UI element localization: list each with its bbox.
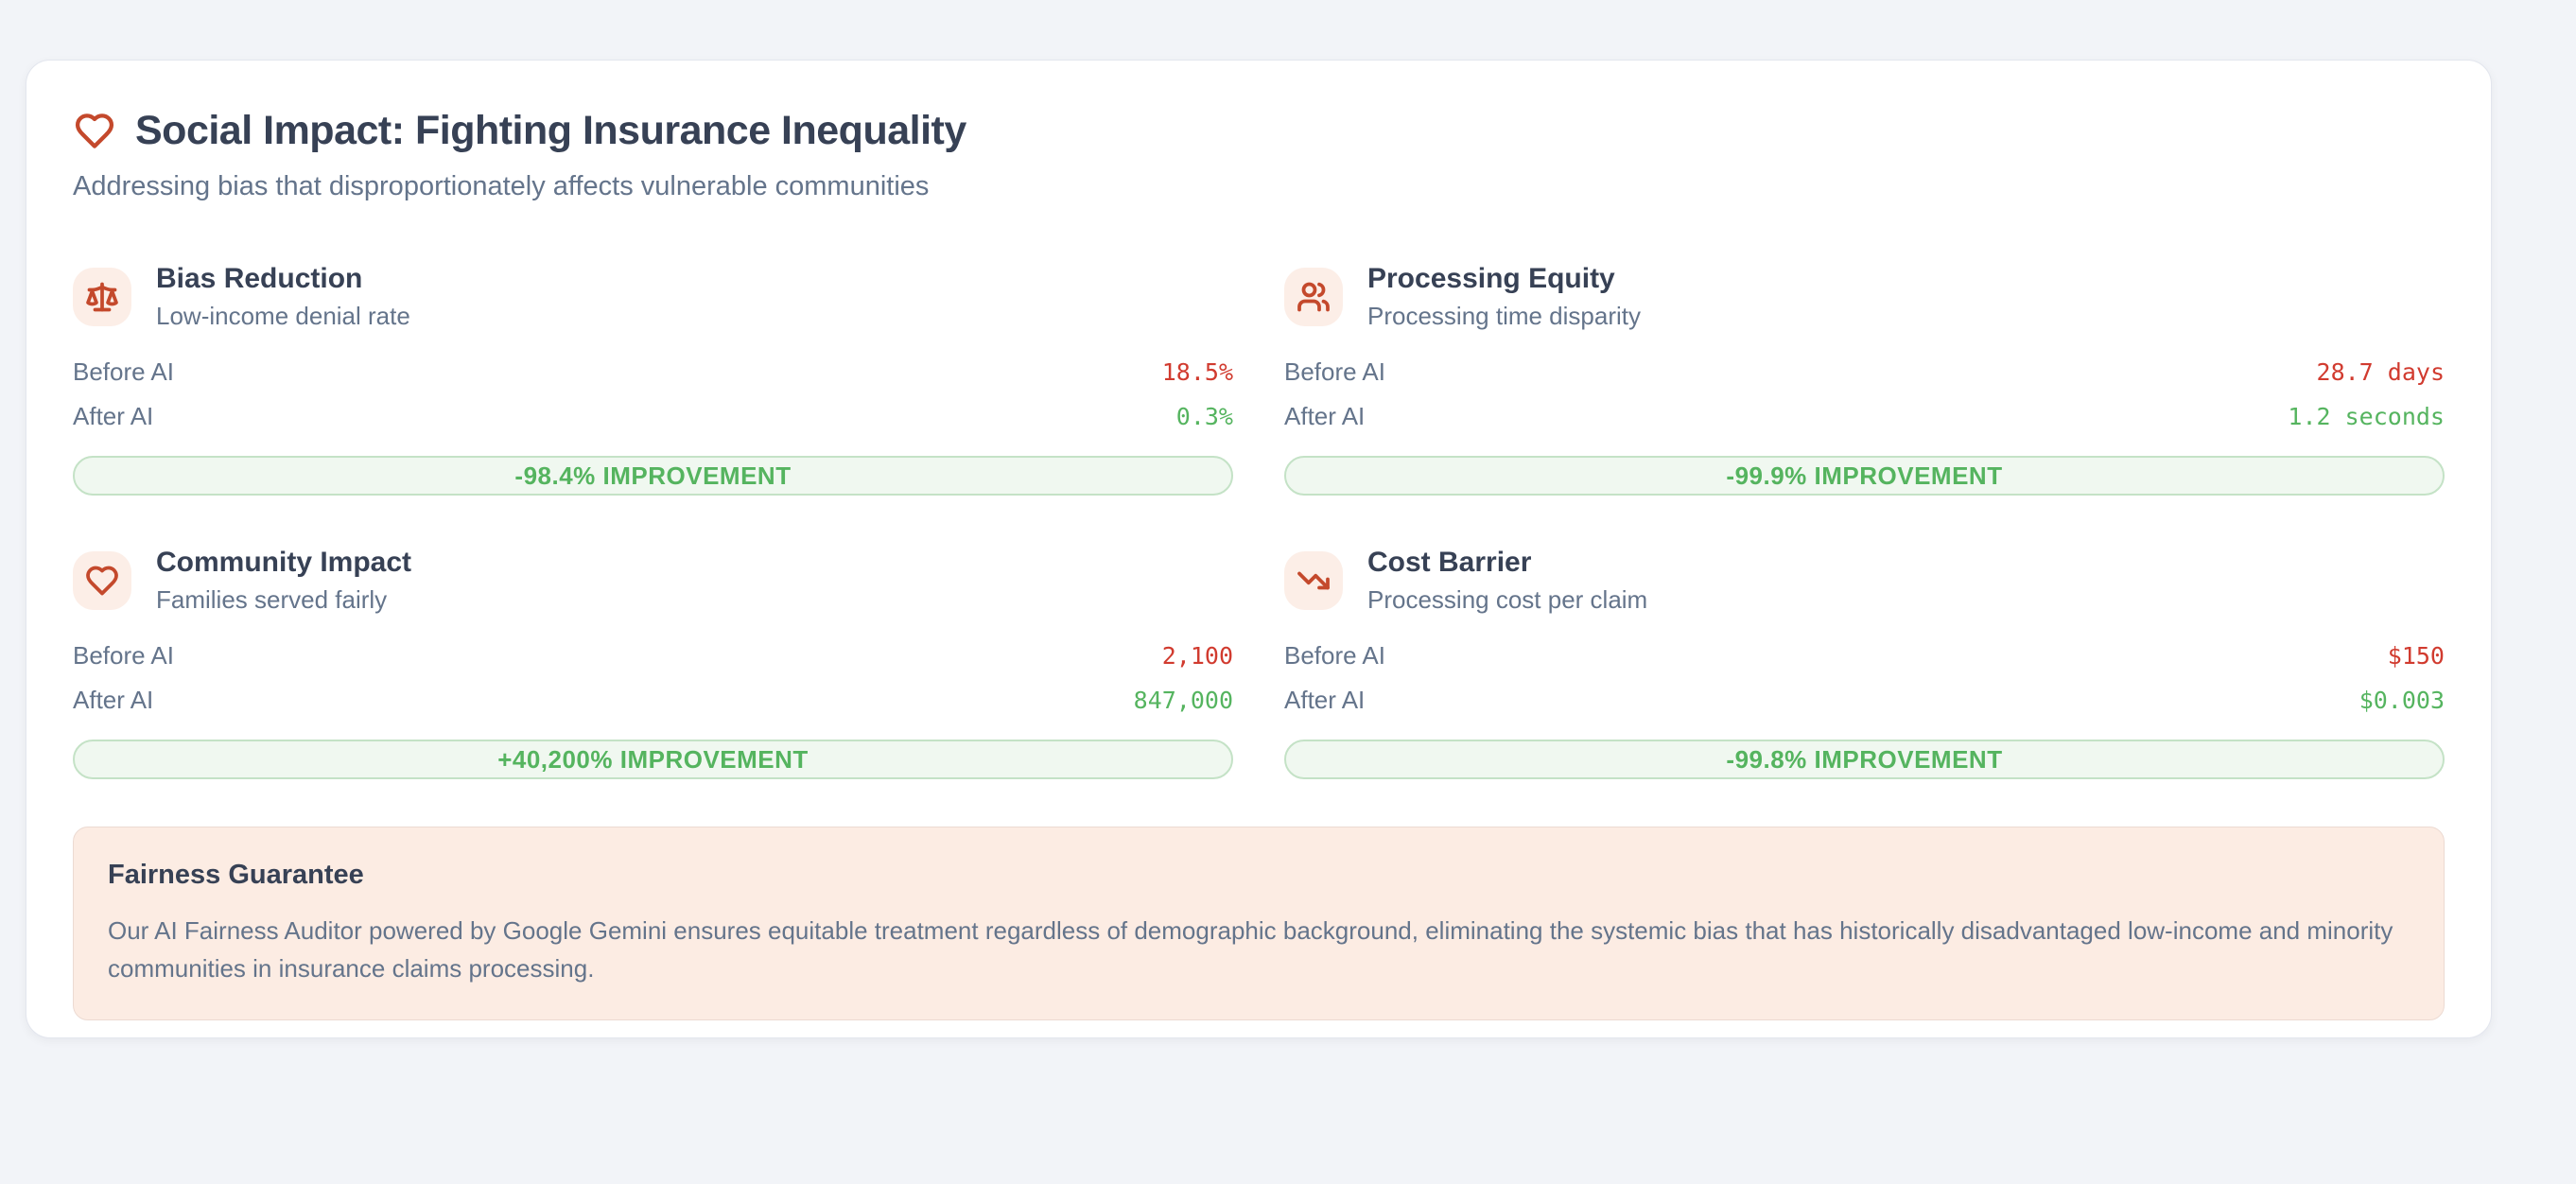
row-value-before: 28.7 days: [2316, 358, 2445, 387]
metric-row-before: Before AI 18.5%: [73, 350, 1233, 394]
page-subtitle: Addressing bias that disproportionately …: [73, 171, 930, 202]
metric-row-after: After AI 0.3%: [73, 394, 1233, 439]
metric-rows: Before AI $150 After AI $0.003: [1284, 634, 2445, 723]
users-icon: [1284, 268, 1343, 327]
row-label: After AI: [73, 686, 154, 715]
metric-cost-barrier: Cost Barrier Processing cost per claim B…: [1284, 547, 2445, 780]
metric-row-before: Before AI $150: [1284, 634, 2445, 678]
metric-rows: Before AI 28.7 days After AI 1.2 seconds: [1284, 350, 2445, 439]
row-value-before: 2,100: [1161, 642, 1233, 670]
row-value-after: 0.3%: [1175, 403, 1233, 431]
heart-icon: [73, 111, 116, 151]
row-value-before: $150: [2387, 642, 2445, 670]
row-value-after: 1.2 seconds: [2288, 403, 2445, 431]
metric-row-after: After AI 847,000: [73, 678, 1233, 723]
row-value-before: 18.5%: [1161, 358, 1233, 387]
row-label: Before AI: [73, 357, 174, 387]
metric-subtitle: Processing time disparity: [1367, 302, 1641, 331]
metric-titles: Cost Barrier Processing cost per claim: [1367, 547, 1647, 615]
page-title: Social Impact: Fighting Insurance Inequa…: [135, 108, 966, 153]
metric-title: Cost Barrier: [1367, 547, 1532, 579]
row-value-after: $0.003: [2358, 687, 2445, 715]
row-label: After AI: [1284, 402, 1366, 431]
panel-body: Our AI Fairness Auditor powered by Googl…: [108, 916, 2393, 984]
improvement-badge: +40,200% IMPROVEMENT: [73, 740, 1233, 780]
metric-subtitle: Processing cost per claim: [1367, 585, 1648, 615]
heart-icon: [73, 551, 131, 611]
metric-title: Bias Reduction: [156, 263, 363, 295]
metric-community-impact: Community Impact Families served fairly …: [73, 547, 1233, 780]
trending-down-icon: [1284, 551, 1343, 611]
metric-row-before: Before AI 2,100: [73, 634, 1233, 678]
row-label: After AI: [73, 402, 154, 431]
title-row: Social Impact: Fighting Insurance Inequa…: [73, 108, 2445, 154]
metric-rows: Before AI 18.5% After AI 0.3%: [73, 350, 1233, 439]
header: Social Impact: Fighting Insurance Inequa…: [73, 108, 2445, 202]
metric-row-after: After AI 1.2 seconds: [1284, 394, 2445, 439]
metric-bias-reduction: Bias Reduction Low-income denial rate Be…: [73, 263, 1233, 496]
metric-title: Community Impact: [156, 547, 412, 579]
metric-titles: Processing Equity Processing time dispar…: [1367, 263, 1641, 331]
metric-row-after: After AI $0.003: [1284, 678, 2445, 723]
metric-header: Processing Equity Processing time dispar…: [1284, 263, 2445, 331]
metric-rows: Before AI 2,100 After AI 847,000: [73, 634, 1233, 723]
metric-title: Processing Equity: [1367, 263, 1615, 295]
metrics-grid: Bias Reduction Low-income denial rate Be…: [73, 263, 2445, 780]
metric-header: Community Impact Families served fairly: [73, 547, 1233, 615]
metric-subtitle: Families served fairly: [156, 585, 388, 615]
metric-titles: Community Impact Families served fairly: [156, 547, 411, 615]
metric-header: Cost Barrier Processing cost per claim: [1284, 547, 2445, 615]
fairness-guarantee-panel: Fairness Guarantee Our AI Fairness Audit…: [73, 827, 2445, 1021]
row-label: Before AI: [73, 641, 174, 670]
improvement-badge: -99.8% IMPROVEMENT: [1284, 740, 2445, 780]
panel-title: Fairness Guarantee: [108, 860, 364, 891]
improvement-badge: -99.9% IMPROVEMENT: [1284, 456, 2445, 496]
row-label: Before AI: [1284, 641, 1385, 670]
metric-row-before: Before AI 28.7 days: [1284, 350, 2445, 394]
metric-titles: Bias Reduction Low-income denial rate: [156, 263, 410, 331]
metric-processing-equity: Processing Equity Processing time dispar…: [1284, 263, 2445, 496]
row-value-after: 847,000: [1133, 687, 1233, 715]
social-impact-card: Social Impact: Fighting Insurance Inequa…: [26, 60, 2492, 1038]
scale-icon: [73, 268, 131, 327]
metric-header: Bias Reduction Low-income denial rate: [73, 263, 1233, 331]
row-label: Before AI: [1284, 357, 1385, 387]
row-label: After AI: [1284, 686, 1366, 715]
improvement-badge: -98.4% IMPROVEMENT: [73, 456, 1233, 496]
metric-subtitle: Low-income denial rate: [156, 302, 410, 331]
